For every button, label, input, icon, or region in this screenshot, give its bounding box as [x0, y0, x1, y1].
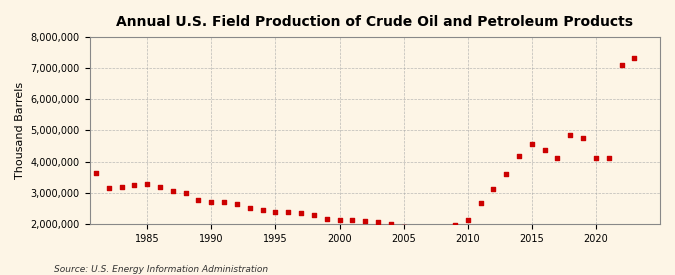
Point — [308, 213, 319, 217]
Point — [219, 200, 230, 204]
Title: Annual U.S. Field Production of Crude Oil and Petroleum Products: Annual U.S. Field Production of Crude Oi… — [116, 15, 633, 29]
Point — [616, 63, 627, 68]
Point — [103, 186, 114, 190]
Point — [116, 185, 127, 189]
Point — [142, 182, 153, 186]
Point — [244, 206, 255, 210]
Point — [193, 197, 204, 202]
Point — [180, 191, 191, 196]
Point — [398, 225, 409, 229]
Point — [437, 227, 448, 232]
Point — [232, 202, 242, 207]
Point — [591, 156, 601, 160]
Point — [565, 133, 576, 137]
Text: Source: U.S. Energy Information Administration: Source: U.S. Energy Information Administ… — [54, 265, 268, 274]
Point — [488, 187, 499, 191]
Point — [629, 56, 640, 60]
Point — [462, 217, 473, 222]
Point — [283, 210, 294, 214]
Point — [603, 155, 614, 160]
Point — [167, 189, 178, 193]
Y-axis label: Thousand Barrels: Thousand Barrels — [15, 82, 25, 179]
Point — [475, 200, 486, 205]
Point — [129, 183, 140, 187]
Point — [90, 171, 101, 175]
Point — [411, 226, 422, 230]
Point — [334, 218, 345, 222]
Point — [450, 223, 460, 227]
Point — [539, 148, 550, 152]
Point — [296, 211, 306, 215]
Point — [206, 200, 217, 205]
Point — [360, 219, 371, 223]
Point — [270, 209, 281, 214]
Point — [424, 226, 435, 231]
Point — [501, 172, 512, 177]
Point — [373, 219, 383, 224]
Point — [257, 208, 268, 213]
Point — [385, 222, 396, 227]
Point — [526, 142, 537, 146]
Point — [578, 136, 589, 140]
Point — [155, 185, 165, 190]
Point — [321, 217, 332, 221]
Point — [347, 218, 358, 222]
Point — [514, 153, 524, 158]
Point — [552, 156, 563, 161]
